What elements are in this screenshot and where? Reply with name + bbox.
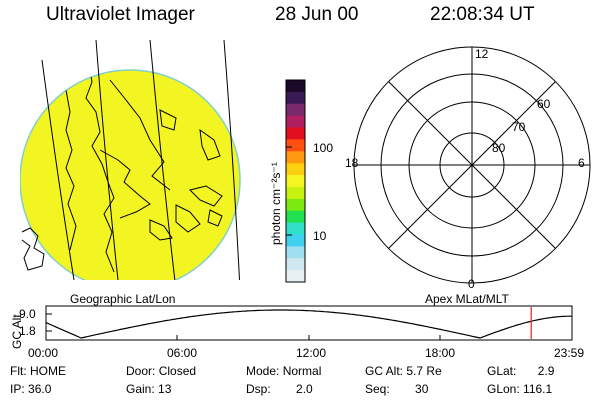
colorbar-band: [286, 91, 305, 105]
mode-value: Normal: [282, 364, 322, 378]
colorbar-band: [286, 163, 305, 176]
altitude-ytick-9: 9.0: [19, 307, 36, 321]
colorbar: [286, 80, 305, 283]
colorbar-tick-label-10: 10: [313, 229, 327, 243]
colorbar-unit-label: photon cm⁻²s⁻¹: [269, 162, 283, 245]
door-value: Closed: [158, 364, 197, 378]
altitude-xtick-1800: 18:00: [425, 346, 456, 360]
meridian-diag-2: [388, 81, 556, 249]
date-readout: 28 Jun 00: [275, 4, 359, 25]
ip-value: 36.0: [28, 382, 52, 396]
gc-alt-value: 5.7 Re: [406, 364, 442, 378]
status-ip: IP: 36.0: [10, 382, 52, 396]
longitude-lines: [41, 40, 240, 280]
coastlines-outside: [21, 227, 45, 271]
altitude-xtick-0000: 00:00: [28, 346, 59, 360]
status-glat: GLat: 2.9: [487, 364, 555, 378]
colorbar-band: [286, 270, 305, 283]
earth-disk: [20, 69, 241, 280]
geographic-image: [20, 40, 241, 280]
gain-value: 13: [158, 382, 172, 396]
coastlines: [59, 70, 223, 273]
colorbar-band: [286, 234, 305, 247]
status-gc-alt: GC Alt: 5.7 Re: [365, 364, 442, 378]
mlat-label-80: 80: [492, 141, 506, 155]
status-seq: Seq: 30: [365, 382, 429, 396]
glon-value: 116.1: [523, 382, 553, 396]
altitude-plot-ticks: [46, 313, 441, 340]
polar-panel-label: Apex MLat/MLT: [425, 292, 509, 306]
colorbar-band: [286, 115, 305, 129]
mlt-label-0: 0: [468, 277, 475, 291]
glat-value: 2.9: [537, 364, 555, 378]
mlat-label-60: 60: [537, 97, 551, 111]
mlt-label-18: 18: [345, 156, 359, 170]
dsp-value: 2.0: [296, 382, 313, 396]
status-glon: GLon: 116.1: [487, 382, 553, 396]
colorbar-band: [286, 127, 305, 140]
altitude-xtick-1200: 12:00: [296, 346, 327, 360]
altitude-ytick-1.8: 1.8: [19, 324, 36, 338]
geographic-panel-label: Geographic Lat/Lon: [70, 292, 176, 306]
altitude-xtick-2359: 23:59: [554, 346, 585, 360]
colorbar-band: [286, 222, 305, 235]
status-door: Door: Closed: [126, 364, 197, 378]
mlt-label-12: 12: [475, 47, 489, 61]
polar-grid: [353, 46, 591, 284]
status-gain: Gain: 13: [126, 382, 172, 396]
status-mode: Mode: Normal: [246, 364, 322, 378]
colorbar-band: [286, 246, 305, 259]
time-readout: 22:08:34 UT: [430, 4, 535, 25]
status-dsp: Dsp: 2.0: [246, 382, 313, 396]
colorbar-tick-label-100: 100: [313, 141, 334, 155]
mlt-label-6: 6: [578, 156, 585, 170]
altitude-xtick-0600: 06:00: [167, 346, 198, 360]
colorbar-band: [286, 151, 305, 164]
colorbar-band: [286, 198, 305, 212]
colorbar-band: [286, 103, 305, 117]
instrument-title: Ultraviolet Imager: [46, 4, 195, 25]
status-flt: Flt: HOME: [10, 364, 67, 378]
colorbar-band: [286, 210, 305, 224]
altitude-curve: [45, 309, 572, 339]
flt-value: HOME: [30, 364, 67, 378]
colorbar-band: [286, 80, 305, 93]
colorbar-band: [286, 139, 305, 152]
colorbar-band: [286, 258, 305, 271]
altitude-plot-frame: [45, 305, 573, 341]
mlat-label-70: 70: [512, 120, 526, 134]
colorbar-frame: [285, 79, 306, 283]
colorbar-band: [286, 175, 305, 188]
seq-value: 30: [415, 382, 429, 396]
colorbar-band: [286, 186, 305, 200]
